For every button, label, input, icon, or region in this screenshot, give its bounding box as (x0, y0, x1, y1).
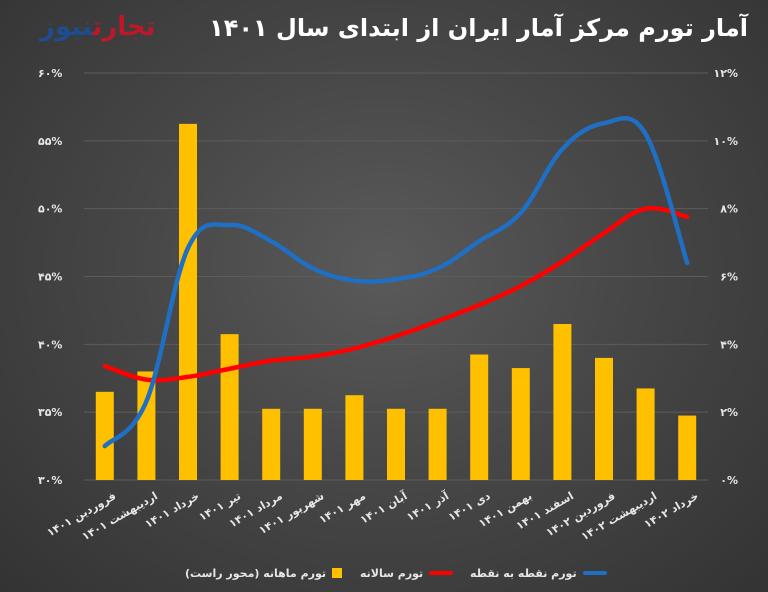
left-axis-tick-label: ۴۵% (38, 271, 62, 284)
legend-swatch-blue-line (582, 571, 607, 575)
monthly-inflation-bar (678, 415, 697, 480)
logo-part-tejarat: تجارت (92, 12, 157, 42)
left-axis-tick-label: ۶۰% (38, 67, 62, 80)
x-axis-tick-label: آذر ۱۴۰۱ (404, 488, 451, 523)
legend-label-point: تورم نقطه به نقطه (470, 566, 577, 580)
right-axis-tick-label: ۲% (720, 406, 738, 419)
monthly-inflation-bar (137, 371, 156, 480)
monthly-inflation-bar (220, 334, 239, 480)
yearly-inflation-line (102, 205, 690, 383)
monthly-inflation-bar (511, 368, 530, 480)
legend-label-yearly: تورم سالانه (360, 566, 424, 580)
monthly-inflation-bar (387, 408, 405, 480)
chart-legend: تورم نقطه به نقطه تورم سالانه تورم ماهان… (0, 561, 768, 585)
legend-swatch-bar (332, 568, 342, 578)
legend-item-point-inflation: تورم نقطه به نقطه (470, 561, 607, 585)
left-axis-tick-label: ۵۰% (38, 203, 62, 216)
monthly-inflation-bar (95, 391, 114, 480)
monthly-inflation-bar (636, 388, 655, 480)
x-axis-tick-label: آبان ۱۴۰۱ (357, 488, 409, 526)
monthly-inflation-bar (595, 357, 613, 480)
left-axis-tick-label: ۴۰% (38, 338, 62, 351)
right-axis-tick-label: ۸% (720, 203, 738, 216)
monthly-inflation-bar (303, 408, 322, 480)
right-axis-tick-label: ۱۰% (714, 135, 738, 148)
legend-swatch-red-line (429, 571, 454, 575)
logo-part-news: نیوز (40, 12, 93, 42)
legend-item-monthly-inflation: تورم ماهانه (محور راست) (185, 561, 342, 585)
chart-header: آمار تورم مرکز آمار ایران از ابتدای سال … (0, 0, 768, 62)
left-axis-tick-label: ۳۵% (38, 406, 62, 419)
point-to-point-inflation-line (102, 115, 690, 449)
right-axis-tick-label: ۶% (720, 271, 738, 284)
monthly-inflation-bar (470, 354, 489, 480)
monthly-inflation-bar (428, 408, 447, 480)
brand-logo: تجارتنیوز (40, 12, 157, 42)
legend-label-monthly: تورم ماهانه (محور راست) (185, 566, 326, 580)
monthly-inflation-bar (345, 395, 364, 480)
chart-title: آمار تورم مرکز آمار ایران از ابتدای سال … (209, 14, 748, 42)
left-axis-tick-label: ۵۵% (38, 135, 62, 148)
right-axis-tick-label: ۱۲% (714, 67, 738, 80)
left-axis-tick-label: ۳۰% (38, 474, 62, 487)
monthly-inflation-bar (553, 323, 572, 480)
right-axis-tick-label: ۰% (720, 474, 738, 487)
monthly-inflation-bar (179, 123, 197, 480)
monthly-inflation-bar (262, 408, 281, 480)
legend-item-yearly-inflation: تورم سالانه (360, 561, 454, 585)
right-axis-tick-label: ۴% (720, 338, 738, 351)
